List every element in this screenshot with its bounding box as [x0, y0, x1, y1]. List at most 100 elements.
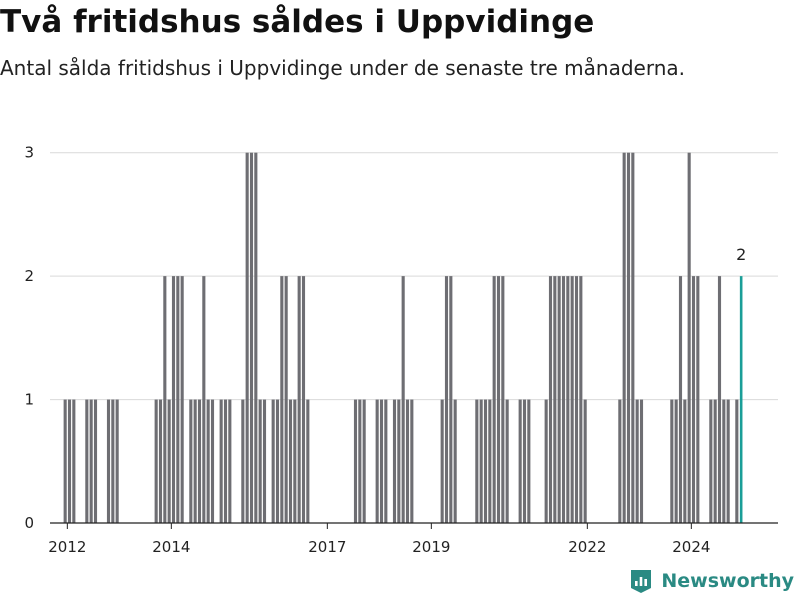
x-tick-label: 2022	[568, 538, 606, 556]
bar	[171, 276, 176, 523]
x-tick-label: 2014	[152, 538, 190, 556]
chart-title: Två fritidshus såldes i Uppvidinge	[0, 4, 595, 40]
bar	[358, 399, 362, 523]
bar	[505, 399, 509, 523]
bar	[85, 399, 89, 523]
x-tick-label: 2017	[308, 538, 346, 556]
bar	[566, 276, 570, 523]
y-tick-label: 3	[24, 144, 34, 162]
bar	[496, 276, 501, 523]
bar	[197, 399, 202, 523]
bar	[375, 399, 379, 523]
bar	[479, 399, 483, 523]
bar	[501, 276, 505, 523]
y-tick-label: 0	[24, 514, 34, 532]
bar	[635, 399, 639, 523]
bar	[696, 276, 700, 523]
bar	[219, 399, 223, 523]
bar	[583, 399, 587, 523]
newsworthy-logo-icon	[631, 570, 652, 593]
bar	[202, 276, 206, 523]
grid-layer	[50, 152, 778, 401]
bar	[683, 399, 687, 523]
bar	[392, 399, 397, 523]
bar	[89, 399, 93, 523]
bar	[527, 399, 531, 523]
bar	[722, 399, 726, 523]
y-tick-label: 1	[24, 391, 34, 409]
bar	[449, 276, 453, 523]
bar	[93, 399, 98, 523]
bar	[154, 399, 158, 523]
bar	[574, 276, 579, 523]
bar-highlight	[739, 276, 743, 523]
bar	[475, 399, 479, 523]
bar	[67, 399, 72, 523]
bar	[717, 276, 722, 523]
bar	[735, 399, 739, 523]
data-label-latest: 2	[736, 245, 746, 264]
bar	[301, 276, 306, 523]
bar	[483, 399, 488, 523]
bar	[579, 276, 583, 523]
bar	[557, 276, 561, 523]
bar	[444, 276, 449, 523]
bar-chart: 0 1 2 3 2 2012 2014 2017 2019 2022 2024	[24, 144, 778, 556]
bar	[254, 152, 258, 523]
bar	[288, 399, 293, 523]
bar	[522, 399, 527, 523]
bar	[384, 399, 388, 523]
bar	[180, 276, 184, 523]
bar	[206, 399, 210, 523]
bar	[223, 399, 228, 523]
bar	[249, 152, 254, 523]
bar	[726, 399, 730, 523]
bar	[106, 399, 111, 523]
bar	[544, 399, 548, 523]
bar	[687, 152, 691, 523]
bar	[401, 276, 405, 523]
bar	[158, 399, 163, 523]
bar	[397, 399, 401, 523]
bar	[379, 399, 384, 523]
bar	[440, 399, 444, 523]
bar	[115, 399, 119, 523]
bar	[626, 152, 631, 523]
bar	[189, 399, 193, 523]
bar	[275, 399, 280, 523]
bar	[258, 399, 262, 523]
x-tick-label: 2024	[672, 538, 710, 556]
chart-subtitle: Antal sålda fritidshus i Uppvidinge unde…	[0, 56, 685, 80]
bar	[709, 399, 713, 523]
bar	[631, 152, 635, 523]
x-tick-label: 2012	[48, 538, 86, 556]
bar	[306, 399, 310, 523]
bar	[167, 399, 171, 523]
bar	[453, 399, 457, 523]
bar	[553, 276, 557, 523]
bar	[262, 399, 267, 523]
bar	[163, 276, 167, 523]
x-tick-label: 2019	[412, 538, 450, 556]
bar	[488, 399, 492, 523]
bar	[570, 276, 574, 523]
bar	[63, 399, 67, 523]
bar-layer	[63, 152, 743, 523]
bar	[561, 276, 566, 523]
bar	[518, 399, 522, 523]
axis-layer: 0 1 2 3 2 2012 2014 2017 2019 2022 2024	[24, 144, 778, 556]
bar	[297, 276, 301, 523]
bar	[618, 399, 622, 523]
bar	[228, 399, 232, 523]
bar	[241, 399, 245, 523]
bar	[271, 399, 275, 523]
bar	[111, 399, 115, 523]
bar	[176, 276, 180, 523]
bar	[72, 399, 76, 523]
bar	[280, 276, 284, 523]
bar	[193, 399, 197, 523]
brand-name: Newsworthy	[661, 570, 794, 592]
bar	[639, 399, 644, 523]
bar	[713, 399, 717, 523]
bar	[548, 276, 553, 523]
